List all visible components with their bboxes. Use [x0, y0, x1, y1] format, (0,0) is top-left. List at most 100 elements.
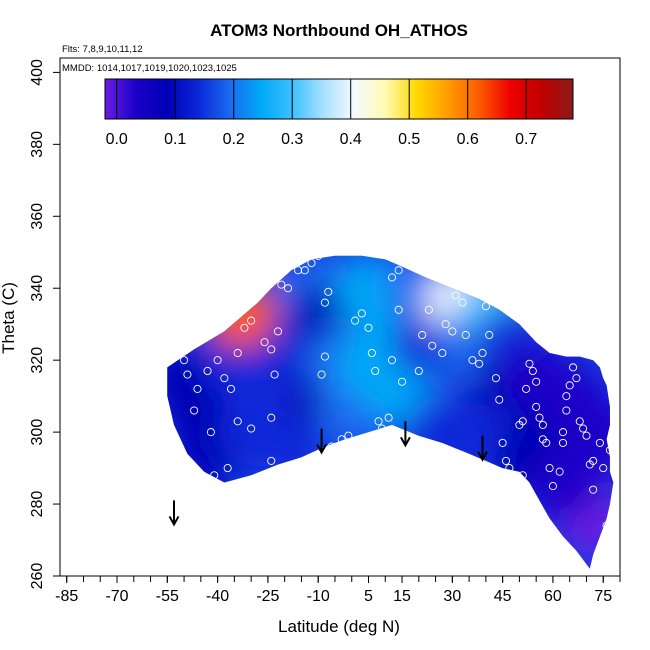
colorbar-tick-label: 0.1 [164, 131, 186, 148]
y-tick-label: 260 [29, 563, 46, 590]
sample-point [558, 428, 568, 437]
dates-note: MMDD: 1014,1017,1019,1020,1023,1025 [62, 63, 237, 74]
sample-point [320, 298, 329, 307]
y-axis: 260 280 300 320 340 360 380 400 [29, 59, 60, 589]
sample-point [206, 428, 215, 437]
sample-point [582, 431, 591, 440]
sample-point [495, 395, 504, 404]
down-arrow-head [400, 436, 411, 448]
sample-point [226, 384, 236, 393]
x-tick-label: 5 [364, 588, 373, 605]
colorbar-fill [104, 78, 574, 120]
x-tick-label: -25 [256, 588, 279, 605]
sample-point [532, 402, 541, 411]
x-tick-label: 75 [594, 588, 612, 605]
colorbar-tick-label: 0.6 [457, 131, 479, 148]
sample-point [367, 348, 376, 358]
sample-point [461, 330, 470, 340]
x-tick-label: 60 [544, 588, 562, 605]
arrow-markers [168, 421, 488, 527]
sample-point [317, 370, 326, 379]
sample-point [532, 377, 541, 386]
sample-point [371, 366, 380, 376]
sample-point [515, 478, 524, 487]
sample-point [595, 438, 604, 447]
sample-point [441, 320, 450, 329]
sample-point [300, 266, 309, 275]
sample-point [283, 284, 293, 293]
sample-point [277, 280, 286, 289]
colorbar-tick-label: 0.4 [340, 131, 362, 148]
sample-point [491, 374, 500, 383]
sample-point [233, 348, 242, 358]
sample-point [414, 366, 423, 376]
sample-point [190, 406, 199, 415]
sample-point [387, 356, 397, 365]
sample-point [377, 428, 386, 437]
sample-point [408, 438, 417, 447]
sample-point [374, 417, 383, 426]
sample-point [223, 464, 232, 473]
sample-point [565, 381, 574, 390]
sample-point [599, 464, 608, 473]
colorbar-tick-label: 0.0 [106, 131, 128, 148]
sample-point [558, 438, 568, 447]
sample-point [448, 327, 457, 336]
sample-point [451, 291, 460, 300]
x-tick-label: -85 [55, 588, 78, 605]
sample-point [267, 456, 276, 465]
sample-point [572, 374, 581, 383]
sample-point [384, 413, 393, 422]
sample-point [267, 345, 276, 354]
y-tick-label: 300 [29, 419, 46, 446]
sample-point [247, 316, 256, 325]
y-tick-label: 360 [29, 203, 46, 230]
x-tick-label: -10 [307, 588, 330, 605]
sample-point [579, 424, 588, 433]
sample-point [555, 467, 564, 476]
down-arrow-head [316, 444, 327, 455]
colorbar-tick-label: 0.3 [281, 131, 303, 148]
sample-point [418, 330, 427, 340]
down-arrow-head [168, 515, 180, 527]
y-tick-label: 380 [29, 131, 46, 158]
sample-point [569, 363, 578, 372]
sample-point [394, 266, 403, 275]
sample-point [314, 255, 323, 260]
colorbar-tick-label: 0.2 [223, 131, 245, 148]
x-axis: -85 -70 -55 -40 -25 -10 5 15 30 45 60 75 [55, 576, 621, 605]
sample-point [213, 356, 222, 365]
sample-point [351, 316, 360, 325]
x-axis-title: Latitude (deg N) [278, 617, 400, 636]
x-tick-label: -55 [156, 588, 179, 605]
sample-point [294, 266, 303, 275]
sample-point [394, 305, 403, 314]
field-cell [572, 398, 614, 467]
sample-point [387, 273, 397, 282]
sample-point [397, 377, 407, 386]
sample-point [548, 482, 557, 491]
sample-point [501, 456, 511, 465]
plot-frame [59, 57, 621, 577]
sample-point [273, 327, 283, 336]
y-axis-title: Theta (C) [0, 282, 18, 354]
y-tick-label: 280 [29, 491, 46, 518]
colorbar-tick-label: 0.7 [515, 131, 537, 148]
colorbar-ticks: 0.0 0.1 0.2 0.3 0.4 0.5 0.6 0.7 [106, 79, 537, 148]
x-tick-label: -40 [206, 588, 229, 605]
sample-point [528, 366, 537, 376]
sample-point [428, 341, 437, 350]
sample-point [267, 413, 276, 422]
sample-point [538, 420, 547, 429]
field-gradient-layer [167, 255, 614, 557]
sample-point [220, 374, 229, 383]
sample-point [193, 384, 202, 393]
sample-point [589, 456, 598, 465]
x-tick-label: 30 [443, 588, 461, 605]
sample-point [602, 521, 611, 530]
colorbar: 0.0 0.1 0.2 0.3 0.4 0.5 0.6 0.7 [104, 78, 574, 148]
x-tick-label: -70 [105, 588, 128, 605]
sample-point [562, 406, 571, 415]
y-tick-label: 320 [29, 347, 46, 374]
